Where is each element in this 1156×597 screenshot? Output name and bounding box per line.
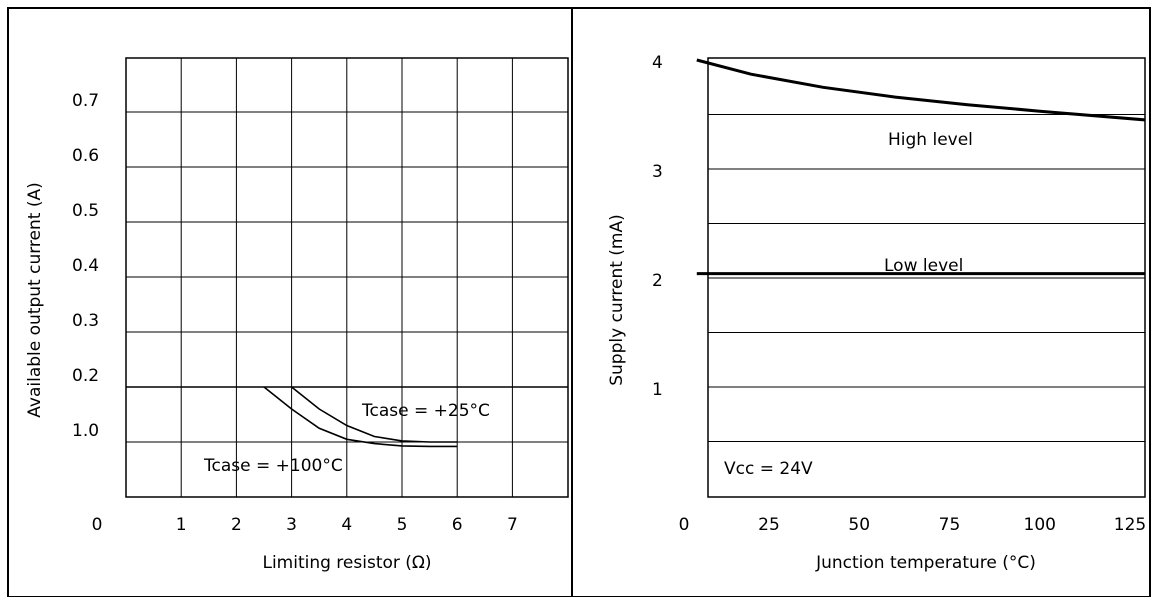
chart-right-y-axis-label: Supply current (mA) bbox=[607, 214, 627, 386]
chart-left: 0 1 2 3 4 5 6 7 1.0 0.2 0.3 0.4 0.5 0.6 0.7 Tcase = +… bbox=[25, 57, 569, 573]
chart-left-annotation-100: Tcase = +100°C bbox=[203, 456, 343, 476]
chart-right-x-tick-label: 0 bbox=[679, 515, 690, 535]
chart-right-x-tick-label: 75 bbox=[939, 515, 961, 535]
chart-left-y-tick-label: 0.5 bbox=[72, 201, 99, 221]
chart-left-series-line-0 bbox=[291, 386, 458, 443]
chart-left-y-tick-label: 0.2 bbox=[72, 366, 99, 386]
chart-right-x-tick-label: 25 bbox=[758, 515, 780, 535]
chart-right-x-tick-label: 100 bbox=[1024, 515, 1056, 535]
chart-right-series-line-0 bbox=[696, 58, 1146, 122]
chart-right-x-tick-label: 50 bbox=[848, 515, 870, 535]
chart-left-y-axis-label: Available output current (A) bbox=[25, 182, 45, 417]
chart-left-x-tick-label: 1 bbox=[176, 515, 187, 535]
chart-left-plot-area bbox=[125, 57, 569, 498]
chart-right-annotation-vcc: Vcc = 24V bbox=[724, 459, 813, 479]
chart-right-x-axis-label: Junction temperature (°C) bbox=[815, 553, 1036, 573]
chart-right-plot-area bbox=[707, 57, 1146, 498]
chart-left-y-tick-label: 0.3 bbox=[72, 311, 99, 331]
chart-left-x-axis-label: Limiting resistor (Ω) bbox=[262, 553, 431, 573]
chart-right-annotation-high: High level bbox=[888, 130, 973, 150]
chart-left-x-tick-label: 0 bbox=[92, 515, 103, 535]
chart-left-annotation-25: Tcase = +25°C bbox=[361, 401, 490, 421]
chart-left-x-tick-label: 6 bbox=[452, 515, 463, 535]
chart-left-x-tick-label: 4 bbox=[341, 515, 352, 535]
chart-left-y-tick-label: 0.7 bbox=[72, 91, 99, 111]
chart-left-x-tick-label: 7 bbox=[507, 515, 518, 535]
chart-right-y-tick-label: 3 bbox=[652, 162, 663, 182]
chart-left-y-tick-label: 1.0 bbox=[72, 421, 99, 441]
chart-left-series-line-1 bbox=[263, 386, 458, 448]
chart-left-y-tick-label: 0.4 bbox=[72, 256, 99, 276]
figure-frame bbox=[7, 7, 1151, 597]
chart-left-y-tick-label: 0.6 bbox=[72, 146, 99, 166]
chart-left-x-tick-label: 3 bbox=[286, 515, 297, 535]
chart-right-y-tick-label: 2 bbox=[652, 271, 663, 291]
chart-right-annotation-low: Low level bbox=[884, 256, 963, 276]
chart-right-y-tick-label: 1 bbox=[652, 380, 663, 400]
chart-left-x-tick-label: 5 bbox=[397, 515, 408, 535]
chart-left-x-tick-label: 2 bbox=[231, 515, 242, 535]
chart-right-x-tick-label: 125 bbox=[1114, 515, 1146, 535]
chart-right-y-tick-label: 4 bbox=[652, 53, 663, 73]
